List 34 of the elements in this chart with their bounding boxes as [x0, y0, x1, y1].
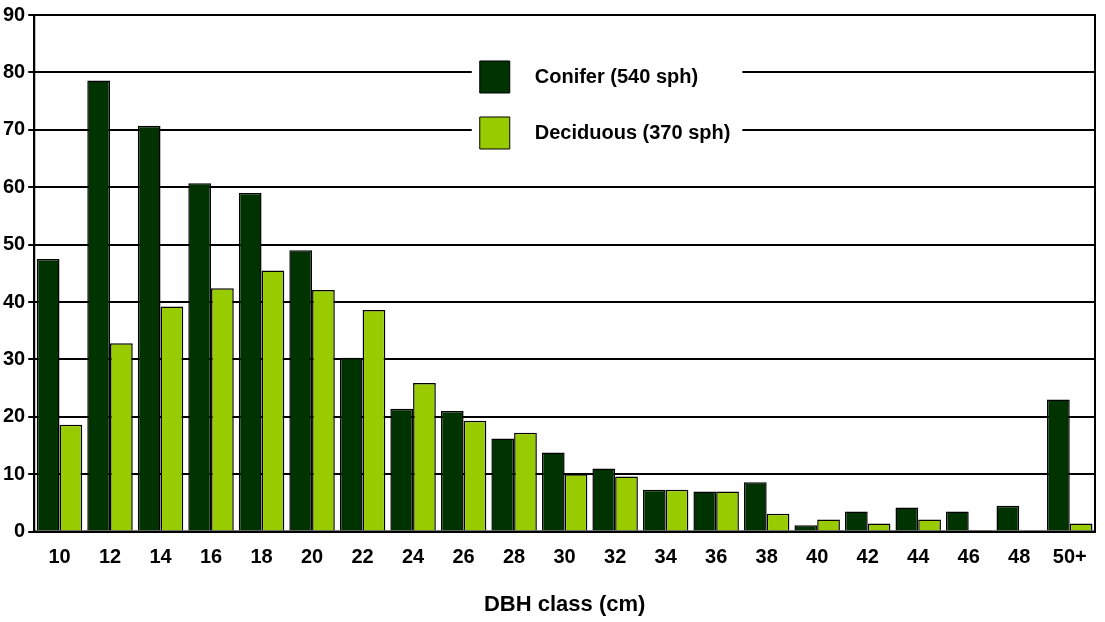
x-tick-label: 34 — [654, 545, 678, 568]
x-tick-label: 14 — [149, 545, 173, 568]
y-tick-label: 90 — [3, 2, 26, 25]
x-tick-label: 42 — [856, 545, 879, 568]
x-tick-label: 32 — [604, 545, 627, 568]
legend-label: Conifer (540 sph) — [534, 64, 699, 87]
x-tick-label: 16 — [199, 545, 223, 568]
x-tick-label: 20 — [300, 545, 324, 568]
x-tick-label: 48 — [1008, 545, 1031, 568]
y-tick-label: 0 — [14, 519, 26, 542]
y-tick-label: 50 — [3, 232, 26, 255]
legend-label: Deciduous (370 sph) — [534, 120, 731, 143]
x-tick-label: 28 — [502, 545, 526, 568]
y-tick-label: 30 — [3, 346, 26, 369]
x-tick-label: 24 — [401, 545, 426, 568]
x-tick-label: 26 — [452, 545, 475, 568]
y-tick-label: 20 — [3, 404, 26, 427]
x-tick-label: 18 — [250, 545, 273, 568]
x-tick-label: 36 — [705, 545, 728, 568]
x-tick-label: 10 — [48, 545, 71, 568]
y-tick-label: 60 — [3, 174, 26, 197]
x-tick-label: 38 — [755, 545, 778, 568]
x-axis-title: DBH class (cm) — [483, 590, 646, 616]
x-tick-label: 22 — [351, 545, 374, 568]
x-tick-label: 46 — [957, 545, 980, 568]
x-tick-label: 12 — [98, 545, 122, 568]
y-tick-label: 40 — [3, 289, 26, 312]
y-tick-label: 70 — [3, 117, 26, 140]
x-tick-label: 30 — [553, 545, 576, 568]
x-tick-label: 40 — [806, 545, 829, 568]
y-tick-label: 10 — [3, 461, 26, 484]
x-tick-label: 50+ — [1052, 545, 1087, 568]
y-tick-label: 80 — [3, 59, 26, 82]
x-tick-label: 44 — [907, 545, 931, 568]
